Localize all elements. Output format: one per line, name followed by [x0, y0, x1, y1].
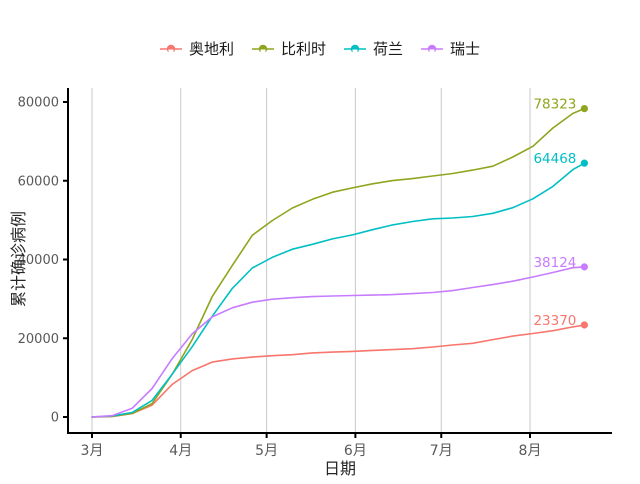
legend-item-0: 奥地利 — [159, 39, 234, 58]
series-end-label-0: 23370 — [533, 313, 576, 329]
y-tick-label-1: 20000 — [18, 332, 59, 347]
y-tick-label-0: 0 — [51, 411, 59, 426]
series-end-label-3: 38124 — [533, 255, 576, 271]
legend-key-icon — [344, 44, 366, 55]
series-end-label-2: 64468 — [533, 151, 576, 167]
series-line-2 — [91, 162, 586, 418]
y-axis-title: 累计确诊病例 — [9, 210, 28, 308]
legend-key-glyph — [352, 49, 358, 55]
series-endpoint-2 — [580, 159, 588, 167]
legend-item-label: 瑞士 — [450, 39, 481, 58]
series-line-0 — [91, 324, 586, 418]
legend-item-3: 瑞士 — [421, 41, 480, 57]
x-axis-title: 日期 — [323, 459, 357, 478]
x-tick-label-0: 3月 — [81, 443, 104, 459]
x-tick-label-2: 5月 — [255, 443, 278, 459]
y-tick-label-4: 80000 — [18, 96, 59, 111]
legend-key-icon — [421, 44, 444, 55]
y-tick-label-2: 40000 — [18, 253, 59, 268]
x-tick-label-1: 4月 — [169, 443, 192, 459]
legend-key-icon — [251, 44, 274, 55]
series-endpoint-3 — [580, 263, 588, 271]
y-tick-label-3: 60000 — [18, 174, 59, 189]
series-group: 23370 78323 64468 38124 — [91, 97, 588, 418]
legend-item-label: 奥地利 — [188, 39, 234, 58]
series-endpoint-1 — [580, 105, 588, 113]
axes: 0 20000 40000 60000 80000 3月 4月 5月 6月 7月 8月 — [18, 88, 612, 459]
x-tick-label-4: 7月 — [430, 443, 453, 459]
series-endpoint-0 — [580, 321, 588, 329]
series-line-3 — [91, 266, 586, 418]
x-tick-label-3: 6月 — [344, 443, 367, 459]
legend: 奥地利 比利时 荷兰 瑞士 — [0, 36, 640, 62]
legend-key-glyph — [168, 49, 174, 55]
series-end-label-1: 78323 — [533, 97, 576, 113]
legend-item-2: 荷兰 — [344, 41, 403, 57]
legend-key-glyph — [260, 49, 266, 55]
legend-key-icon — [159, 44, 182, 55]
legend-item-1: 比利时 — [251, 39, 326, 58]
legend-key-glyph — [429, 49, 435, 55]
series-line-1 — [91, 107, 586, 418]
legend-item-label: 荷兰 — [373, 39, 404, 58]
legend-item-label: 比利时 — [280, 39, 326, 58]
x-tick-label-5: 8月 — [519, 443, 542, 459]
